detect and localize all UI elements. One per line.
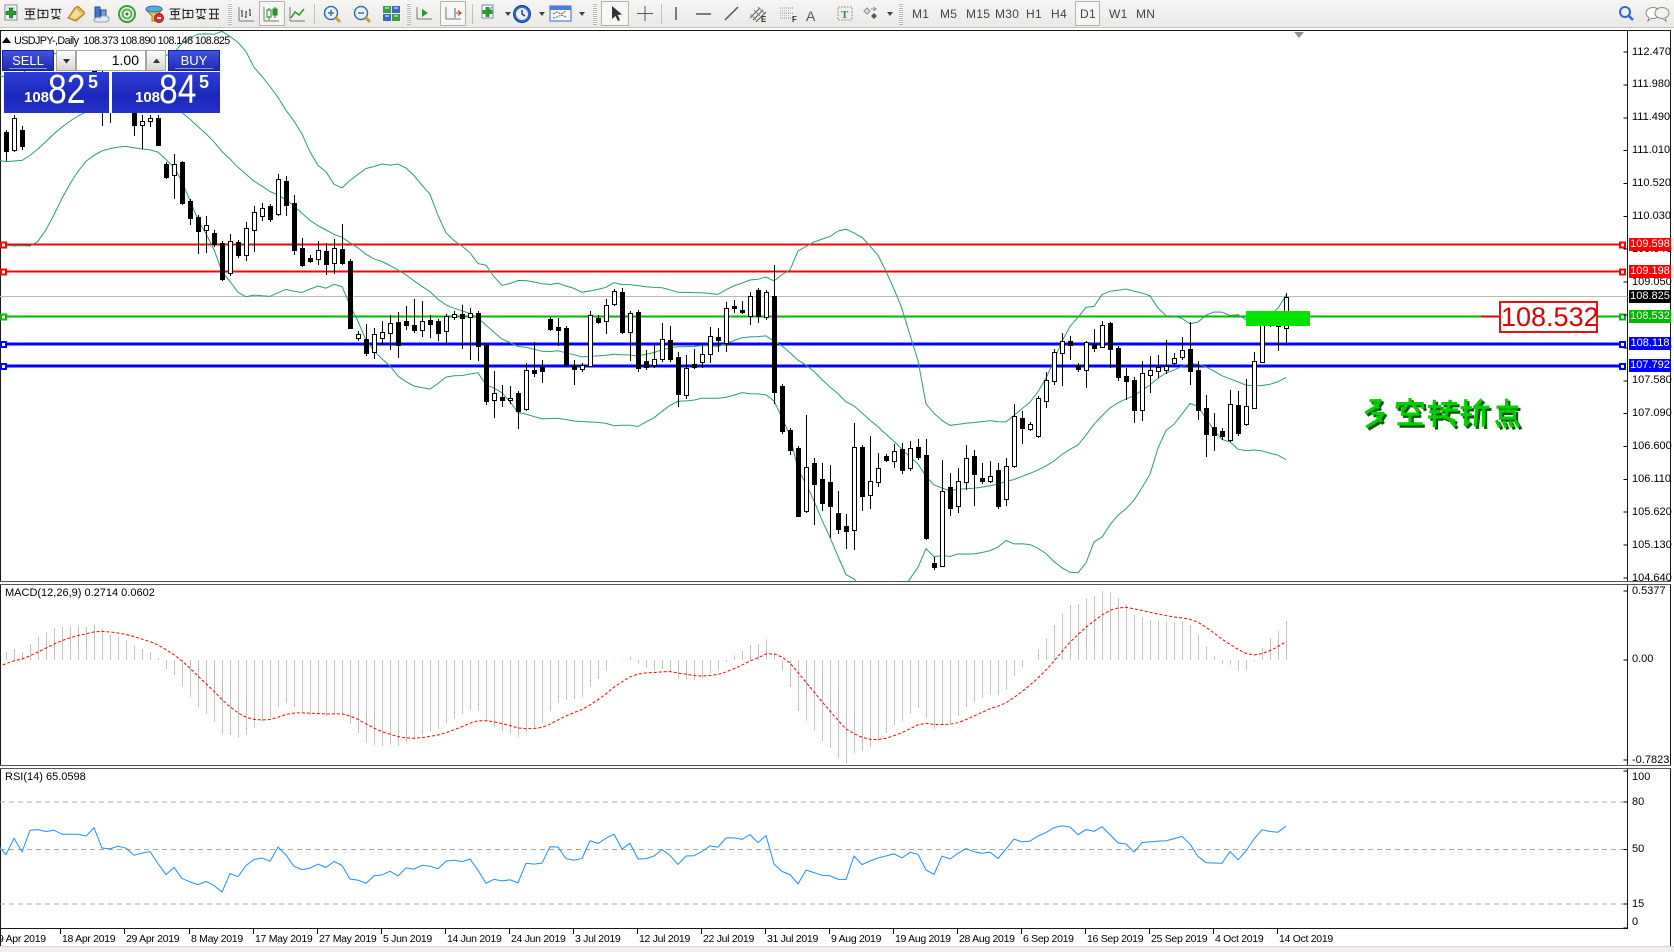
svg-text:F: F: [792, 15, 797, 24]
svg-text:E: E: [761, 15, 767, 24]
svg-text:T: T: [841, 9, 849, 21]
